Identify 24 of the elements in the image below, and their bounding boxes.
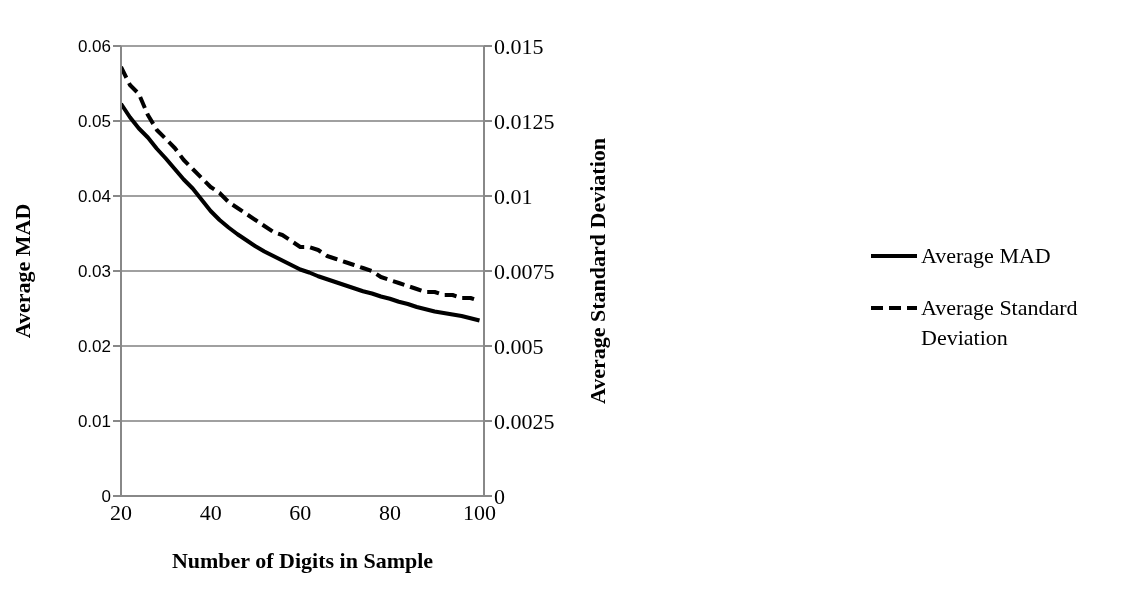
x-tick-label: 80	[378, 499, 401, 525]
y2-tick-label: 0.01	[494, 183, 533, 209]
y2-tick-label: 0.0125	[494, 108, 555, 134]
y-tick-label: 0.04	[77, 187, 111, 207]
y-tick-label: 0.02	[77, 337, 111, 357]
x-tick-label: 60	[289, 499, 312, 525]
y-tick-label: 0.06	[77, 37, 111, 57]
y2-axis-title: Average Standard Deviation	[584, 137, 610, 405]
y-tick-label: 0.05	[77, 112, 111, 132]
y2-tick-label: 0.0075	[494, 258, 555, 284]
x-tick-label: 40	[199, 499, 222, 525]
legend-label: Average Standard Deviation	[921, 294, 1079, 352]
legend-label: Average MAD	[921, 242, 1051, 270]
y2-tick-label: 0.005	[494, 333, 544, 359]
x-tick-label: 20	[110, 499, 132, 525]
y-tick-label: 0	[101, 487, 111, 507]
y-tick-label: 0.01	[77, 412, 111, 432]
x-axis-title: Number of Digits in Sample	[171, 548, 434, 573]
y-axis-title: Average MAD	[9, 203, 35, 339]
y2-tick-label: 0.015	[494, 33, 544, 59]
y2-tick-label: 0	[494, 483, 505, 509]
y-tick-label: 0.03	[77, 262, 111, 282]
line-series	[121, 101, 482, 323]
y2-tick-label: 0.0025	[494, 408, 555, 434]
